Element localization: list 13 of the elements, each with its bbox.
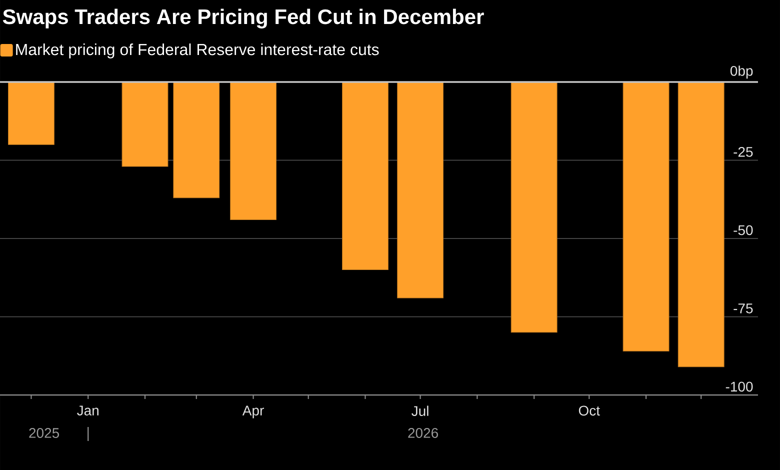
x-tick-label: Apr xyxy=(242,406,264,418)
y-tick-label: 0bp xyxy=(730,66,753,79)
text: 2026 xyxy=(408,428,438,438)
y-tick-label: -25 xyxy=(734,146,753,157)
y-tick-label: -100 xyxy=(726,382,753,392)
chart-title: Swaps Traders Are Pricing Fed Cut in December xyxy=(2,8,484,28)
x-tick-label: Jan xyxy=(77,406,98,416)
y-tick-label: -75 xyxy=(734,304,753,314)
x-tick-label: Jul xyxy=(412,406,428,416)
text: 2025 xyxy=(29,428,60,438)
y-tick-label: -50 xyxy=(734,225,753,236)
x-tick-label: Oct xyxy=(578,406,600,416)
legend-label: Market pricing of Federal Reserve interest-rate cuts xyxy=(16,43,379,58)
